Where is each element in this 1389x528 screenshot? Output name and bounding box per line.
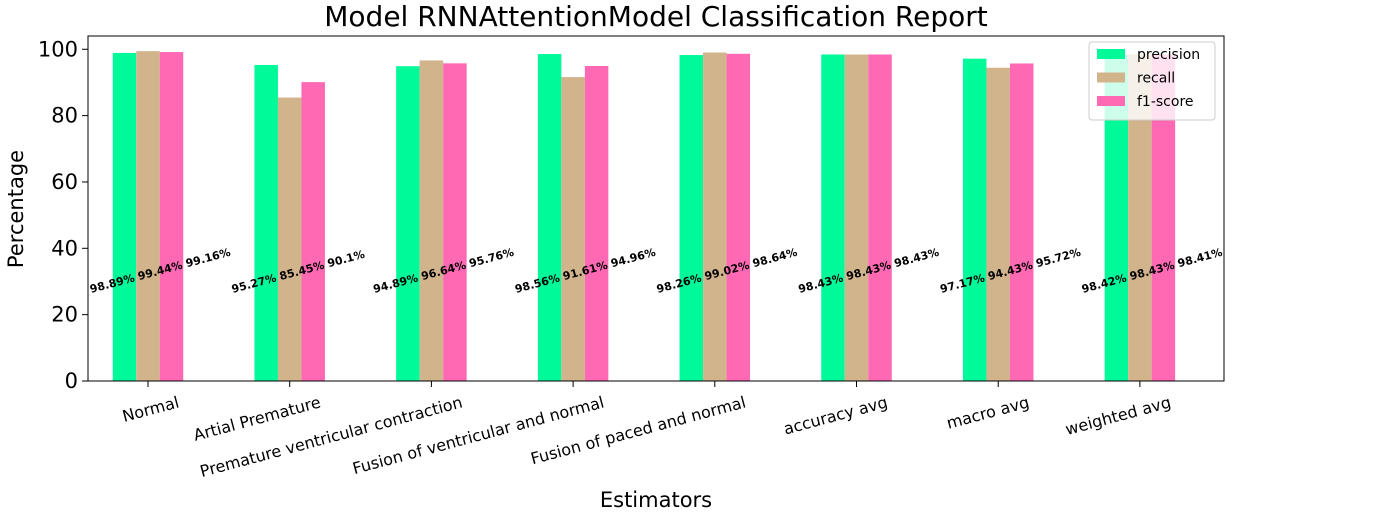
legend-swatch-recall	[1097, 72, 1125, 83]
y-tick-label: 0	[65, 369, 78, 393]
x-tick-label: Fusion of ventricular and normal	[350, 393, 606, 479]
legend: precision recall f1-score	[1088, 41, 1216, 121]
bar-precision-5	[821, 54, 845, 381]
x-tick-label: Normal	[120, 393, 181, 426]
y-tick-label: 100	[38, 37, 78, 61]
bar-recall-0	[136, 51, 160, 381]
bar-precision-3	[537, 54, 562, 382]
y-axis-label: Percentage	[4, 150, 28, 268]
bar-precision-4	[679, 55, 704, 381]
bar-recall-5	[844, 54, 869, 381]
y-axis: 0 20 40 60 80 100	[38, 37, 88, 393]
bar-f1-score-4	[726, 53, 751, 381]
bar-recall-1	[277, 97, 302, 381]
legend-swatch-f1-score	[1097, 96, 1125, 106]
bar-f1-score-7	[1151, 54, 1176, 381]
bar-f1-score-1	[301, 82, 325, 382]
chart-title: Model RNNAttentionModel Classification R…	[324, 0, 988, 33]
bar-precision-2	[396, 66, 420, 381]
y-tick-label: 80	[51, 104, 78, 128]
legend-label-f1-score: f1-score	[1137, 94, 1194, 110]
x-axis-label: Estimators	[600, 488, 712, 512]
bar-precision-0	[112, 52, 137, 381]
bar-recall-7	[1128, 54, 1152, 381]
x-tick-label: weighted avg	[1063, 393, 1173, 439]
plot-frame	[87, 35, 1225, 382]
x-tick-label: macro avg	[944, 393, 1031, 433]
x-tick-label: Premature ventricular contraction	[198, 393, 465, 481]
legend-label-precision: precision	[1137, 47, 1200, 63]
bar-f1-score-0	[159, 52, 184, 382]
bar-recall-3	[561, 77, 585, 381]
bar-f1-score-6	[1009, 63, 1034, 381]
bar-f1-score-3	[584, 65, 609, 382]
plot-area	[112, 51, 1176, 382]
bar-precision-6	[962, 58, 987, 381]
bar-precision-1	[254, 64, 278, 382]
legend-label-recall: recall	[1137, 71, 1175, 87]
x-tick-label: accuracy avg	[782, 393, 890, 439]
bar-f1-score-2	[443, 63, 467, 381]
bar-recall-2	[419, 60, 444, 382]
y-tick-label: 40	[51, 236, 78, 260]
y-tick-label: 20	[51, 303, 78, 327]
bar-recall-6	[986, 67, 1010, 381]
bar-recall-4	[703, 52, 727, 382]
bar-f1-score-5	[868, 54, 892, 381]
bar-precision-7	[1104, 54, 1129, 381]
y-tick-label: 60	[51, 170, 78, 194]
legend-swatch-precision	[1097, 49, 1125, 59]
